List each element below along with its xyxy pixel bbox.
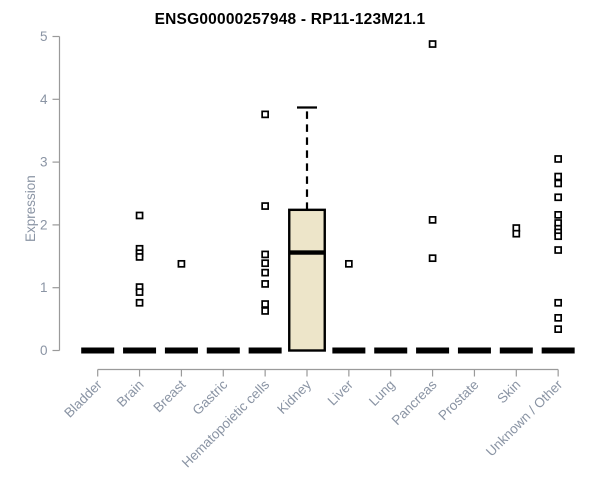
zero-median-bar (248, 347, 282, 354)
y-axis-tick-label: 4 (40, 92, 48, 107)
category-label: Liver (325, 377, 357, 409)
data-point (554, 246, 563, 254)
y-axis-tick-label: 2 (40, 217, 48, 232)
data-point (428, 216, 437, 224)
zero-median-bar (332, 347, 366, 354)
category-label: Unknown / Other (483, 377, 566, 460)
category-label: Gastric (190, 377, 231, 418)
category-label: Pancreas (389, 377, 440, 428)
data-point (554, 211, 563, 219)
data-point (512, 229, 521, 238)
median-line (289, 250, 325, 255)
data-point (135, 288, 144, 296)
data-point (261, 307, 269, 315)
data-point (554, 172, 563, 181)
y-axis-tick-label: 1 (40, 280, 48, 295)
data-point (554, 155, 563, 163)
data-point (261, 202, 269, 210)
data-point (345, 259, 353, 268)
category-label: Lung (366, 377, 398, 409)
category-label: Skin (494, 377, 523, 406)
data-point (261, 268, 269, 277)
category-label: Breast (150, 377, 188, 415)
data-point (554, 313, 563, 322)
data-point (261, 300, 269, 308)
zero-median-bar (499, 347, 533, 354)
y-axis-tick-label: 0 (40, 343, 48, 358)
data-point (261, 259, 269, 268)
data-point (554, 193, 563, 202)
data-point (135, 298, 144, 307)
zero-median-bar (164, 347, 198, 354)
data-point (428, 40, 437, 48)
chart-title: ENSG00000257948 - RP11-123M21.1 (154, 11, 426, 28)
zero-median-bar (374, 347, 408, 354)
box (288, 208, 326, 352)
zero-median-bar (457, 347, 491, 354)
y-axis-tick-label: 5 (40, 29, 48, 44)
data-point (261, 250, 269, 259)
zero-median-bar (416, 347, 450, 354)
zero-median-bar (81, 347, 115, 354)
data-point (554, 232, 563, 241)
zero-median-bar (206, 347, 240, 354)
category-label: Prostate (435, 377, 481, 423)
y-axis-tick-label: 3 (40, 155, 48, 170)
data-point (135, 253, 144, 261)
category-label: Kidney (274, 377, 314, 417)
data-point (177, 259, 186, 268)
category-label: Brain (114, 377, 147, 410)
category-label: Bladder (61, 377, 105, 421)
data-point (554, 298, 563, 307)
data-point (261, 110, 269, 119)
data-point (135, 211, 144, 220)
data-point (261, 280, 269, 288)
data-point (554, 325, 563, 333)
data-point (554, 179, 563, 188)
zero-median-bar (541, 347, 575, 354)
zero-median-bar (123, 347, 157, 354)
data-point (428, 254, 437, 263)
